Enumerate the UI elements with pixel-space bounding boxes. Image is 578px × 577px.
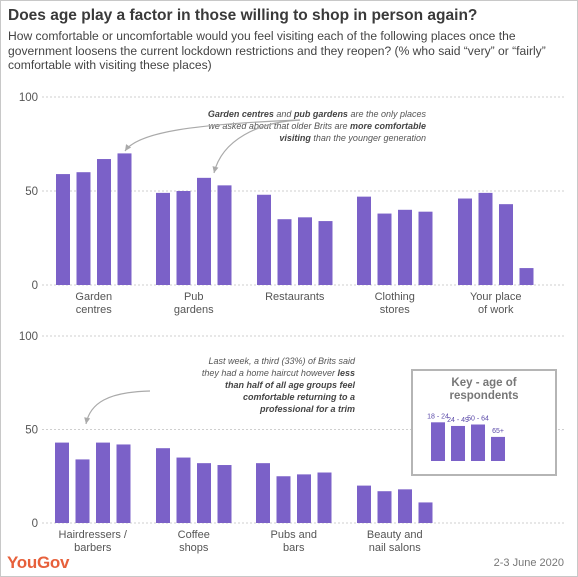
- y-tick-label: 0: [32, 280, 38, 292]
- category-label: Pub: [184, 291, 204, 303]
- bar: [277, 219, 292, 285]
- category-label: Garden: [75, 291, 112, 303]
- bar: [116, 444, 131, 523]
- category-label: Beauty and: [367, 529, 423, 541]
- category-label: centres: [76, 304, 113, 316]
- annotation-text: they had a home haircut however less: [202, 368, 355, 378]
- bar: [317, 472, 332, 523]
- key-bar: [451, 425, 465, 461]
- bar: [357, 485, 371, 523]
- key-title: Key - age of: [451, 377, 516, 389]
- bar: [298, 217, 312, 285]
- bar: [55, 442, 69, 523]
- bar: [56, 174, 70, 285]
- category-label: bars: [283, 542, 305, 554]
- key-age-label: 65+: [492, 428, 504, 435]
- bar: [76, 172, 91, 285]
- bar: [458, 198, 472, 285]
- bar: [156, 448, 170, 523]
- bar: [117, 153, 132, 285]
- annotation-text: we asked about that older Brits are more…: [208, 121, 426, 131]
- bar: [276, 476, 291, 523]
- annotation-arrowhead: [84, 417, 91, 424]
- bar: [318, 221, 333, 285]
- category-label: Hairdressers /: [59, 529, 128, 541]
- bar: [217, 465, 232, 523]
- annotation-text: Last week, a third (33%) of Brits said: [208, 356, 356, 366]
- bar: [418, 211, 433, 285]
- category-label: Your place: [470, 291, 522, 303]
- bar: [377, 213, 392, 285]
- category-label: Clothing: [375, 291, 415, 303]
- bar: [297, 474, 311, 523]
- category-label: stores: [380, 304, 410, 316]
- category-label: barbers: [74, 542, 112, 554]
- bar: [519, 268, 534, 285]
- chart-title: Does age play a factor in those willing …: [8, 7, 478, 24]
- bar: [97, 159, 111, 285]
- bar: [377, 491, 392, 523]
- annotation-text: professional for a trim: [259, 404, 355, 414]
- y-tick-label: 50: [25, 186, 38, 198]
- annotation-arrowhead: [212, 166, 219, 173]
- bar: [418, 502, 433, 523]
- bar: [478, 192, 493, 285]
- category-label: gardens: [174, 304, 214, 316]
- annotation-text: than half of all age groups feel: [225, 380, 356, 390]
- y-tick-label: 50: [25, 425, 38, 437]
- y-tick-label: 0: [32, 518, 38, 530]
- bar: [176, 457, 191, 523]
- category-label: Restaurants: [265, 291, 325, 303]
- key-bar: [491, 436, 505, 461]
- key-title: respondents: [449, 390, 518, 402]
- bar: [176, 191, 191, 285]
- annotation-text: comfortable returning to a: [243, 392, 355, 402]
- annotation-arrow: [213, 119, 301, 174]
- category-label: of work: [478, 304, 514, 316]
- bar: [217, 185, 232, 285]
- bar: [357, 196, 371, 285]
- bar: [75, 459, 90, 523]
- annotation-text: visiting than the younger generation: [279, 133, 426, 143]
- key-bar: [431, 422, 445, 461]
- bar: [398, 209, 412, 285]
- category-label: Coffee: [178, 529, 210, 541]
- category-label: nail salons: [369, 542, 421, 554]
- y-tick-label: 100: [19, 92, 38, 104]
- chart-subtitle: How comfortable or uncomfortable would y…: [8, 29, 546, 72]
- bar: [197, 177, 211, 285]
- fieldwork-date: 2-3 June 2020: [493, 557, 564, 569]
- annotation-arrow: [124, 119, 301, 152]
- category-label: Pubs and: [271, 529, 317, 541]
- y-tick-label: 100: [19, 331, 38, 343]
- bar: [96, 442, 110, 523]
- bar: [256, 463, 270, 523]
- annotation-text: Garden centres and pub gardens are the o…: [208, 109, 427, 119]
- category-label: shops: [179, 542, 209, 554]
- bar: [257, 194, 271, 285]
- bar: [156, 192, 170, 285]
- yougov-logo: YouGov: [7, 553, 70, 572]
- key-age-label: 50 - 64: [467, 416, 489, 423]
- bar: [398, 489, 412, 523]
- key-age-label: 18 - 24: [427, 413, 449, 420]
- annotation-arrowhead: [125, 144, 132, 151]
- key-age-label: 24 - 49: [447, 417, 469, 424]
- annotation-arrow: [85, 390, 151, 425]
- bar: [197, 463, 211, 523]
- key-bar: [471, 424, 485, 461]
- bar: [499, 204, 513, 285]
